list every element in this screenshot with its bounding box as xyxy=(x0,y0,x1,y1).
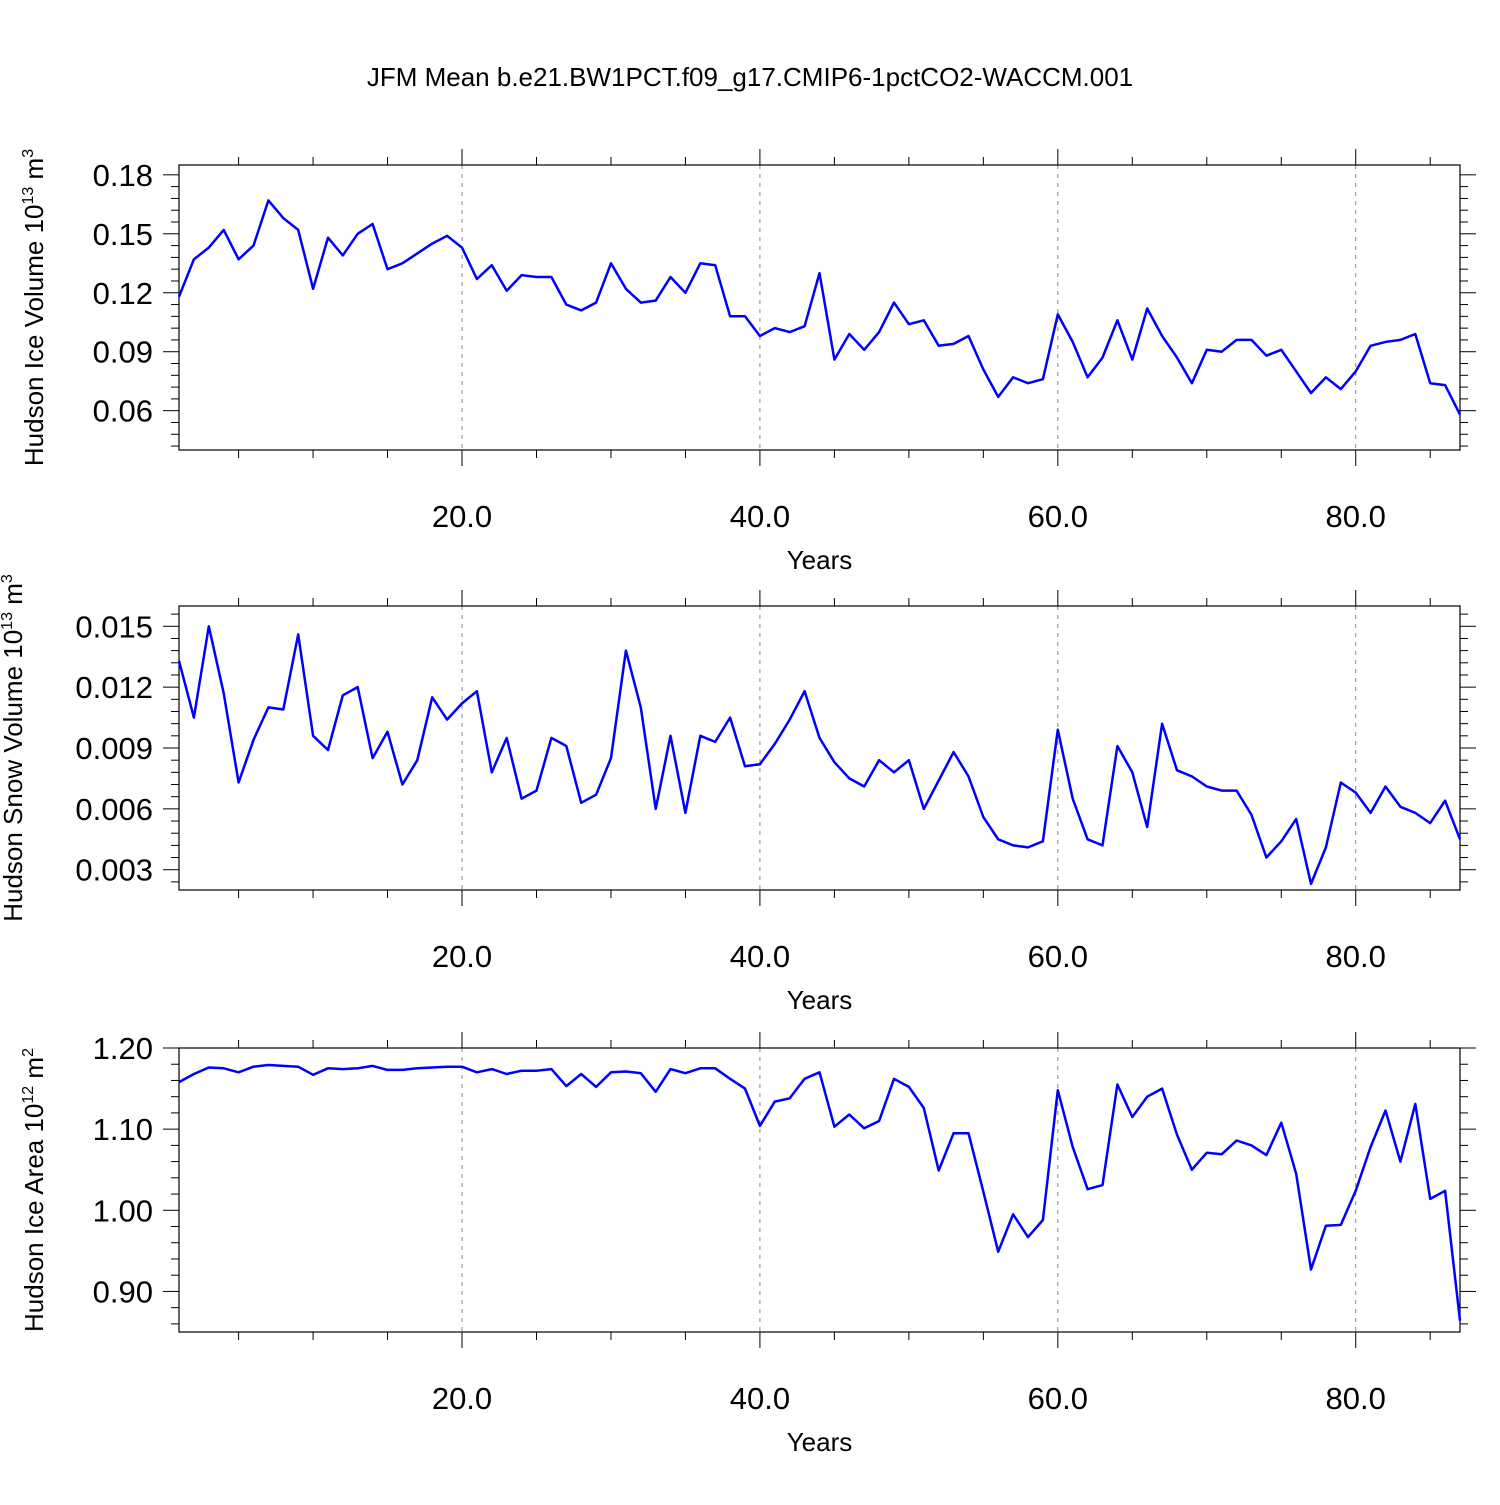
y-tick-label: 1.20 xyxy=(93,1031,153,1066)
y-axis-label-text: Hudson Ice Area 10 xyxy=(19,1104,49,1332)
y-tick-label: 0.006 xyxy=(75,792,153,827)
y-axis-label-unit: m xyxy=(19,158,49,187)
y-tick-label: 0.012 xyxy=(75,670,153,705)
x-tick-label: 80.0 xyxy=(1326,499,1386,534)
y-tick-label: 0.12 xyxy=(93,276,153,311)
x-axis-label: Years xyxy=(787,545,853,575)
series-line xyxy=(178,1063,1462,1321)
plot-frame xyxy=(178,164,1461,451)
x-tick-label: 40.0 xyxy=(730,499,790,534)
chart-panel-2: 0.003 0.006 0.009 0.012 0.015 20.0 40.0 60.0 80.… xyxy=(0,574,1476,1015)
page-title: JFM Mean b.e21.BW1PCT.f09_g17.CMIP6-1pct… xyxy=(366,62,1134,92)
y-axis-label-unit-exponent: 3 xyxy=(20,149,37,158)
y-tick-label: 0.06 xyxy=(93,394,153,429)
y-axis-label-unit-exponent: 3 xyxy=(0,574,16,583)
y-axis-label-unit: m xyxy=(0,583,28,612)
y-tick-label: 0.015 xyxy=(75,609,153,644)
plot-frame xyxy=(178,1047,1461,1333)
series-line xyxy=(177,625,1462,886)
x-tick-label: 40.0 xyxy=(730,939,790,974)
x-tick-label: 60.0 xyxy=(1028,939,1088,974)
x-tick-label: 60.0 xyxy=(1028,1381,1088,1416)
x-tick-label: 20.0 xyxy=(432,1381,492,1416)
x-tick-label: 80.0 xyxy=(1326,939,1386,974)
x-tick-label: 60.0 xyxy=(1028,499,1088,534)
y-axis-label-exponent: 13 xyxy=(0,612,16,630)
x-tick-label: 20.0 xyxy=(432,499,492,534)
y-axis-label-unit-exponent: 2 xyxy=(20,1048,37,1057)
y-tick-label: 0.009 xyxy=(75,731,153,766)
chart-panel-1: 0.06 0.09 0.12 0.15 0.18 20.0 40.0 60.0 80.0 Year… xyxy=(19,149,1476,575)
y-tick-label: 0.003 xyxy=(75,853,153,888)
x-tick-label: 20.0 xyxy=(432,939,492,974)
y-tick-label: 0.09 xyxy=(93,335,153,370)
y-axis-label-unit: m xyxy=(19,1057,49,1086)
y-tick-label: 1.00 xyxy=(93,1193,153,1228)
y-tick-label: 0.90 xyxy=(93,1274,153,1309)
y-tick-label: 0.18 xyxy=(93,158,153,193)
y-tick-label: 0.15 xyxy=(93,217,153,252)
y-axis-label-text: Hudson Ice Volume 10 xyxy=(19,204,49,466)
series-line xyxy=(177,199,1462,416)
y-axis-label-exponent: 13 xyxy=(20,187,37,205)
y-axis-label-exponent: 12 xyxy=(20,1086,37,1104)
y-axis-label: Hudson Ice Volume 1013 m3 xyxy=(19,149,49,466)
x-axis-label: Years xyxy=(787,1427,853,1457)
x-tick-label: 40.0 xyxy=(730,1381,790,1416)
plot-frame xyxy=(178,605,1461,891)
x-tick-label: 80.0 xyxy=(1326,1381,1386,1416)
y-axis-label-text: Hudson Snow Volume 10 xyxy=(0,630,28,922)
x-axis-label: Years xyxy=(787,985,853,1015)
y-tick-label: 1.10 xyxy=(93,1112,153,1147)
chart-panel-3: 0.90 1.00 1.10 1.20 20.0 40.0 60.0 80.0 Years Hud… xyxy=(19,1031,1476,1457)
y-axis-label: Hudson Snow Volume 1013 m3 xyxy=(0,574,28,922)
y-axis-label: Hudson Ice Area 1012 m2 xyxy=(19,1048,49,1332)
